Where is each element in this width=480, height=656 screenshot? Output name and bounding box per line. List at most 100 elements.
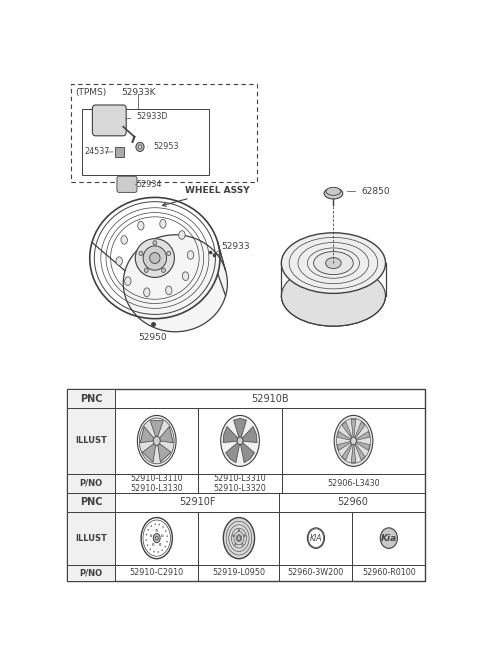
- Text: 52960: 52960: [337, 497, 368, 507]
- Polygon shape: [351, 445, 356, 462]
- Ellipse shape: [179, 231, 185, 239]
- Ellipse shape: [233, 535, 234, 537]
- Ellipse shape: [150, 548, 151, 550]
- Bar: [67, 390, 425, 408]
- Bar: [67, 390, 115, 408]
- Text: 52933K: 52933K: [121, 88, 156, 97]
- FancyBboxPatch shape: [92, 105, 126, 136]
- Ellipse shape: [154, 551, 155, 552]
- Ellipse shape: [281, 233, 385, 293]
- Ellipse shape: [121, 236, 127, 244]
- Polygon shape: [342, 422, 352, 438]
- Text: 52910-C2910: 52910-C2910: [130, 569, 184, 577]
- Bar: [67, 408, 115, 474]
- Ellipse shape: [350, 437, 357, 445]
- Bar: [67, 474, 115, 493]
- Text: 52919-L0950: 52919-L0950: [213, 569, 265, 577]
- Text: 52910-L3310
52910-L3320: 52910-L3310 52910-L3320: [214, 474, 266, 493]
- Ellipse shape: [150, 535, 152, 537]
- Ellipse shape: [244, 535, 245, 537]
- Ellipse shape: [159, 524, 160, 525]
- Ellipse shape: [144, 288, 150, 297]
- Bar: [282, 474, 425, 493]
- Ellipse shape: [153, 533, 160, 543]
- Bar: [352, 565, 425, 581]
- Bar: [282, 408, 425, 474]
- Ellipse shape: [167, 535, 168, 537]
- Ellipse shape: [143, 246, 167, 270]
- Ellipse shape: [182, 272, 189, 280]
- Bar: [198, 512, 279, 565]
- Ellipse shape: [155, 523, 156, 525]
- Ellipse shape: [153, 436, 160, 445]
- Polygon shape: [356, 431, 370, 440]
- Bar: [115, 565, 198, 581]
- Text: 52960-3W200: 52960-3W200: [288, 569, 344, 577]
- Text: ILLUST: ILLUST: [75, 436, 107, 445]
- Text: 52906-L3430: 52906-L3430: [327, 479, 380, 488]
- Text: 52934: 52934: [136, 180, 162, 190]
- Ellipse shape: [138, 145, 142, 149]
- Ellipse shape: [116, 257, 122, 265]
- Ellipse shape: [159, 543, 161, 546]
- Ellipse shape: [242, 544, 243, 545]
- Ellipse shape: [144, 268, 148, 272]
- Ellipse shape: [151, 525, 152, 527]
- Ellipse shape: [155, 536, 158, 540]
- Bar: [352, 512, 425, 565]
- Ellipse shape: [165, 546, 166, 547]
- Bar: [198, 565, 279, 581]
- Ellipse shape: [146, 534, 147, 535]
- FancyBboxPatch shape: [115, 147, 124, 157]
- Ellipse shape: [237, 437, 243, 445]
- Polygon shape: [143, 443, 156, 462]
- Polygon shape: [158, 443, 171, 462]
- Polygon shape: [140, 426, 154, 443]
- Text: 24537: 24537: [84, 148, 109, 157]
- Ellipse shape: [153, 241, 157, 245]
- Bar: [67, 565, 425, 581]
- Ellipse shape: [123, 235, 228, 332]
- Text: 52960-R0100: 52960-R0100: [362, 569, 416, 577]
- Ellipse shape: [135, 239, 174, 277]
- Bar: [115, 512, 198, 565]
- Bar: [279, 565, 352, 581]
- Polygon shape: [223, 426, 238, 442]
- Text: WHEEL ASSY: WHEEL ASSY: [162, 186, 249, 206]
- Polygon shape: [342, 443, 352, 461]
- Ellipse shape: [166, 286, 172, 295]
- Ellipse shape: [148, 529, 149, 530]
- Bar: [67, 474, 425, 493]
- Bar: [67, 493, 425, 512]
- Text: ILLUST: ILLUST: [75, 533, 107, 543]
- Ellipse shape: [136, 142, 144, 152]
- Ellipse shape: [235, 544, 236, 545]
- Text: 52910F: 52910F: [179, 497, 216, 507]
- FancyBboxPatch shape: [117, 176, 137, 192]
- Ellipse shape: [336, 419, 371, 463]
- Ellipse shape: [380, 528, 397, 548]
- Bar: [67, 493, 115, 512]
- Text: 52953: 52953: [147, 142, 179, 152]
- Ellipse shape: [150, 253, 160, 264]
- Bar: [198, 474, 282, 493]
- Ellipse shape: [221, 415, 259, 466]
- Ellipse shape: [313, 251, 353, 275]
- Text: 52910B: 52910B: [252, 394, 289, 403]
- Ellipse shape: [167, 251, 171, 255]
- Ellipse shape: [139, 418, 174, 464]
- Bar: [67, 512, 115, 565]
- Ellipse shape: [162, 535, 163, 537]
- Bar: [67, 565, 115, 581]
- Ellipse shape: [161, 268, 166, 272]
- Polygon shape: [240, 443, 254, 462]
- Polygon shape: [337, 441, 351, 451]
- Ellipse shape: [162, 550, 163, 551]
- Text: 52933: 52933: [215, 243, 250, 255]
- Ellipse shape: [237, 536, 241, 541]
- Ellipse shape: [325, 258, 341, 268]
- Text: P/NO: P/NO: [79, 569, 102, 577]
- Ellipse shape: [138, 221, 144, 230]
- Text: (TPMS): (TPMS): [76, 88, 107, 97]
- Ellipse shape: [307, 528, 324, 548]
